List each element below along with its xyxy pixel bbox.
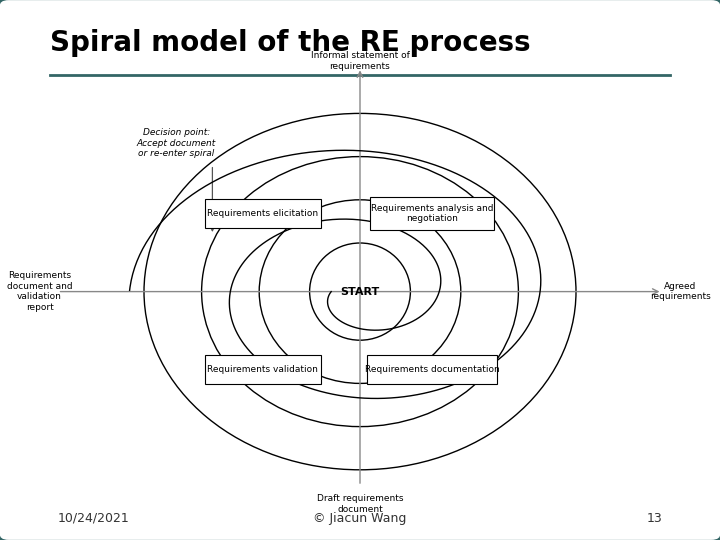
Text: Decision point:
Accept document
or re-enter spiral: Decision point: Accept document or re-en… bbox=[137, 128, 216, 158]
Text: START: START bbox=[341, 287, 379, 296]
FancyBboxPatch shape bbox=[370, 197, 494, 230]
Text: 10/24/2021: 10/24/2021 bbox=[58, 512, 130, 525]
Text: Requirements validation: Requirements validation bbox=[207, 366, 318, 374]
FancyBboxPatch shape bbox=[204, 199, 321, 228]
Text: © Jiacun Wang: © Jiacun Wang bbox=[313, 512, 407, 525]
Text: Requirements documentation: Requirements documentation bbox=[364, 366, 500, 374]
Text: Draft requirements
document: Draft requirements document bbox=[317, 494, 403, 514]
Text: 13: 13 bbox=[647, 512, 662, 525]
FancyBboxPatch shape bbox=[366, 355, 497, 384]
Text: Requirements
document and
validation
report: Requirements document and validation rep… bbox=[6, 272, 73, 312]
Text: Spiral model of the RE process: Spiral model of the RE process bbox=[50, 29, 531, 57]
Text: Requirements analysis and
negotiation: Requirements analysis and negotiation bbox=[371, 204, 493, 223]
Text: Informal statement of
requirements: Informal statement of requirements bbox=[310, 51, 410, 71]
Text: Agreed
requirements: Agreed requirements bbox=[650, 282, 711, 301]
Text: Requirements elicitation: Requirements elicitation bbox=[207, 209, 318, 218]
FancyBboxPatch shape bbox=[204, 355, 321, 384]
